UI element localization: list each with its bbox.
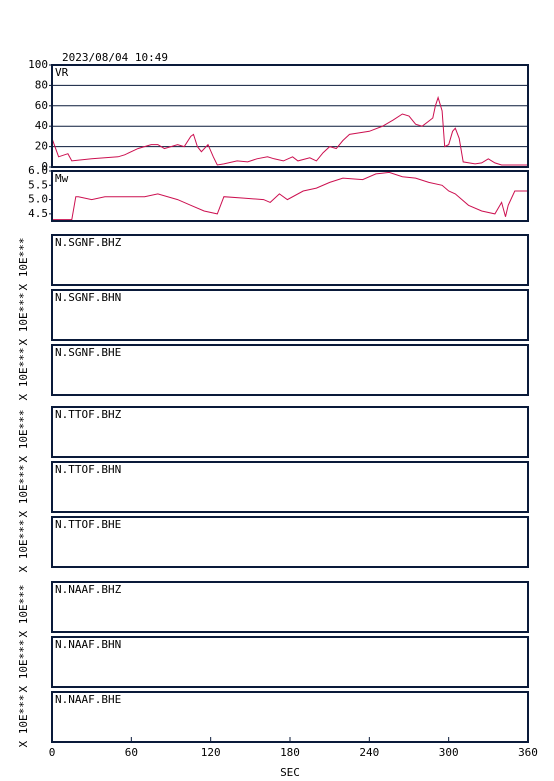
panel-frame — [51, 64, 529, 168]
panel-frame — [51, 581, 529, 633]
x-tick-label: 120 — [201, 746, 221, 759]
panel-frame — [51, 406, 529, 458]
y-tick-label: 20 — [35, 140, 48, 153]
y-tick-label: 6.0 — [28, 164, 48, 177]
panel-frame — [51, 170, 529, 222]
panel-label: Mw — [55, 172, 69, 185]
y-axis-label: X 10E*** — [17, 640, 30, 693]
y-axis-label: X 10E*** — [17, 585, 30, 638]
panel-label: N.NAAF.BHE — [55, 693, 121, 706]
y-tick-label: 60 — [35, 99, 48, 112]
chart-title: 2023/08/04 10:49 — [62, 51, 168, 64]
panel-label: N.SGNF.BHZ — [55, 236, 122, 249]
panel-frame — [51, 461, 529, 513]
panel-frame — [51, 516, 529, 568]
y-tick-label: 5.0 — [28, 193, 48, 206]
y-axis-label: X 10E*** — [17, 410, 30, 463]
y-axis-label: X 10E*** — [17, 695, 30, 748]
panel-label: N.TTOF.BHE — [55, 518, 121, 531]
y-tick-label: 4.5 — [28, 207, 48, 220]
x-tick-label: 60 — [125, 746, 138, 759]
panel-label: N.NAAF.BHZ — [55, 583, 122, 596]
x-tick-label: 240 — [359, 746, 379, 759]
panel-frame — [51, 691, 529, 743]
y-axis-label: X 10E*** — [17, 465, 30, 518]
y-tick-label: 80 — [35, 78, 48, 91]
panel-frame — [51, 234, 529, 286]
panel-label: N.TTOF.BHN — [55, 463, 121, 476]
y-axis-label: X 10E*** — [17, 238, 30, 291]
panel-label: N.SGNF.BHE — [55, 346, 121, 359]
panel-frame — [51, 344, 529, 396]
y-tick-label: 0 — [41, 160, 48, 173]
x-tick-label: 180 — [280, 746, 300, 759]
panel-frame — [51, 289, 529, 341]
panel-label: VR — [55, 66, 69, 79]
x-tick-label: 360 — [518, 746, 538, 759]
y-tick-label: 5.5 — [28, 178, 48, 191]
y-axis-label: X 10E*** — [17, 348, 30, 401]
x-tick-label: 300 — [439, 746, 459, 759]
panel-label: N.NAAF.BHN — [55, 638, 121, 651]
panel-frame — [51, 636, 529, 688]
data-line — [52, 171, 528, 221]
x-tick-label: 0 — [49, 746, 56, 759]
y-axis-label: X 10E*** — [17, 293, 30, 346]
y-tick-label: 100 — [28, 58, 48, 71]
x-axis-label: SEC — [280, 766, 300, 779]
data-line — [51, 95, 528, 166]
y-axis-label: X 10E*** — [17, 520, 30, 573]
panel-label: N.TTOF.BHZ — [55, 408, 122, 421]
panel-label: N.SGNF.BHN — [55, 291, 121, 304]
y-tick-label: 40 — [35, 119, 48, 132]
